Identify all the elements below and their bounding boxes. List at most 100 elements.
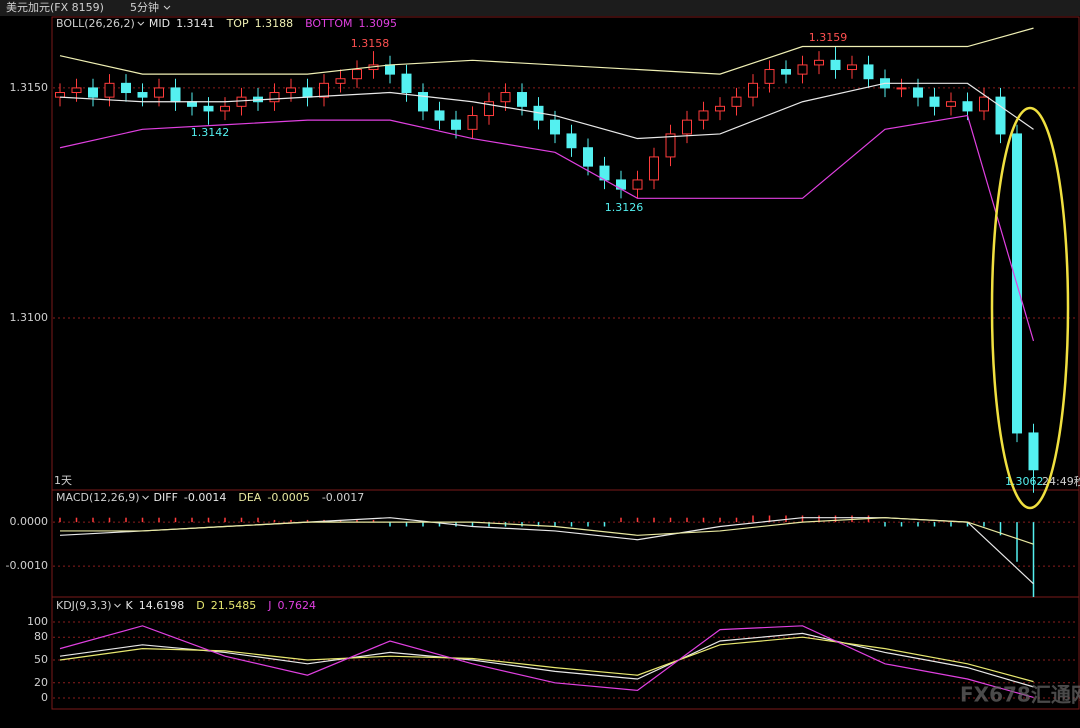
- dropdown-icon: [137, 21, 145, 26]
- legend-value: -0.0017: [322, 491, 364, 504]
- candle-body: [781, 69, 791, 75]
- candle-body: [352, 69, 362, 80]
- candle-body: [748, 82, 758, 98]
- annotation: 1.3158: [351, 37, 390, 50]
- dropdown-icon[interactable]: [163, 5, 171, 10]
- candle-body: [550, 119, 560, 135]
- candle-body: [731, 96, 742, 107]
- highlight-ellipse: [990, 106, 1070, 510]
- indicator-line: [59, 632, 1034, 688]
- candle-body: [583, 147, 593, 167]
- candle-body: [896, 87, 907, 90]
- candle-body: [797, 64, 808, 75]
- period[interactable]: 5分钟: [130, 0, 159, 14]
- y-tick-label: 0.0000: [10, 515, 49, 528]
- macd-panel: [51, 489, 1080, 598]
- top-bar: [0, 0, 1080, 16]
- candle-body: [847, 64, 857, 71]
- dropdown-icon: [142, 495, 149, 500]
- candle-body: [269, 92, 280, 103]
- candle-body: [698, 110, 709, 121]
- y-tick-label: 1.3150: [10, 81, 49, 94]
- y-tick-label: -0.0010: [6, 559, 48, 572]
- legend-value: 21.5485: [211, 599, 257, 612]
- indicator-line: [59, 114, 1035, 342]
- y-tick-label: 20: [34, 676, 48, 689]
- candle-body: [104, 82, 115, 98]
- legend-value: -0.0014: [184, 491, 226, 504]
- candle-body: [451, 119, 461, 130]
- legend-value: 1.3141: [176, 17, 215, 30]
- watermark: FX678汇通网: [960, 683, 1080, 707]
- candle-body: [434, 110, 445, 121]
- candle-body: [385, 64, 395, 75]
- candle-body: [566, 133, 577, 149]
- candle-body: [319, 82, 329, 98]
- candle-body: [929, 96, 940, 107]
- y-tick-label: 50: [34, 653, 48, 666]
- candle-body: [962, 101, 973, 112]
- indicator-title: BOLL(26,26,2): [56, 17, 135, 30]
- indicator-line: [59, 636, 1034, 683]
- candle-body: [154, 87, 164, 98]
- candle-body: [500, 92, 511, 103]
- candle-body: [121, 82, 131, 94]
- candle-body: [187, 101, 197, 107]
- kdj-panel: [51, 596, 1080, 710]
- y-tick-label: 1.3100: [10, 311, 49, 324]
- candle-body: [946, 101, 956, 107]
- candle-body: [665, 133, 676, 158]
- y-tick-label: 100: [27, 615, 48, 628]
- legend-name: K: [126, 599, 134, 612]
- candle-body: [236, 96, 247, 107]
- candle-body: [170, 87, 181, 103]
- candle-body: [286, 87, 296, 94]
- candle-body: [55, 92, 65, 98]
- candle-body: [203, 105, 214, 112]
- legend-name: J: [267, 599, 271, 612]
- dropdown-icon: [114, 603, 121, 608]
- legend-name: BOTTOM: [305, 17, 352, 30]
- candle-body: [682, 119, 692, 135]
- candle-body: [979, 96, 989, 112]
- y-tick-label: 0: [41, 691, 48, 704]
- symbol[interactable]: 美元加元(FX 8159): [6, 1, 104, 14]
- candle-body: [401, 73, 412, 94]
- candle-body: [830, 59, 841, 71]
- annotation: 1.3062: [1005, 475, 1044, 488]
- candle-body: [418, 92, 428, 112]
- candle-body: [632, 179, 643, 190]
- legend-name: MID: [149, 17, 170, 30]
- annotation: 1.3142: [191, 126, 230, 139]
- candle-body: [220, 105, 230, 112]
- candle-body: [88, 87, 98, 98]
- candle-body: [715, 105, 725, 112]
- legend-name: DEA: [238, 491, 261, 504]
- candle-body: [137, 92, 148, 98]
- legend-name: D: [196, 599, 204, 612]
- indicator-line: [60, 517, 1034, 545]
- candle-body: [913, 87, 923, 98]
- candle-body: [467, 115, 478, 130]
- legend-value: -0.0005: [267, 491, 309, 504]
- indicator-line: [59, 625, 1034, 698]
- annotation: 1天: [54, 474, 72, 487]
- indicator-title: KDJ(9,3,3): [56, 599, 112, 612]
- candle-body: [335, 78, 346, 84]
- candle-body: [764, 69, 775, 84]
- candle-body: [517, 92, 527, 107]
- indicator-line: [59, 82, 1034, 140]
- candle-body: [1028, 432, 1039, 471]
- legend-value: 1.3095: [358, 17, 397, 30]
- candle-body: [484, 101, 494, 117]
- legend-name: DIFF: [154, 491, 178, 504]
- legend-value: 1.3188: [255, 17, 294, 30]
- annotation: 1.3126: [605, 201, 644, 214]
- legend-name: TOP: [226, 17, 249, 30]
- candle-body: [302, 87, 313, 98]
- candle-body: [71, 87, 82, 94]
- candle-body: [863, 64, 874, 80]
- annotation: 1.3159: [809, 31, 848, 44]
